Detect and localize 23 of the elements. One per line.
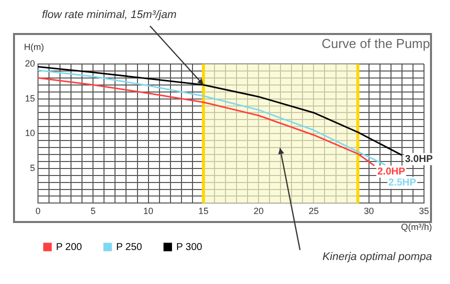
annotation: 2.5HP bbox=[388, 178, 417, 189]
legend-label: P 200 bbox=[56, 242, 82, 253]
chart-title: Curve of the Pump bbox=[322, 36, 430, 51]
x-tick-label: 30 bbox=[364, 206, 374, 216]
text: Kinerja optimal pompa bbox=[322, 251, 432, 263]
x-tick-label: 25 bbox=[308, 206, 319, 216]
y-tick-label: 20 bbox=[24, 58, 36, 68]
y-axis-title: H(m) bbox=[24, 42, 44, 52]
legend-label: P 250 bbox=[116, 242, 143, 253]
legend-label: P 300 bbox=[176, 242, 203, 253]
x-tick-label: 0 bbox=[36, 206, 41, 216]
annotation: flow rate minimal, 15m³/jam bbox=[42, 9, 176, 21]
y-tick-label: 15 bbox=[24, 93, 36, 104]
x-tick-label: 15 bbox=[198, 206, 208, 216]
annotation: 2.0HP bbox=[377, 166, 406, 178]
x-tick-label: 10 bbox=[143, 206, 154, 216]
x-tick-label: 5 bbox=[90, 206, 96, 216]
y-tick-label: 10 bbox=[24, 128, 36, 138]
x-tick-label: 35 bbox=[418, 206, 430, 216]
x-tick-label: 20 bbox=[254, 206, 264, 216]
x-axis-title: Q(m³/h) bbox=[401, 222, 432, 232]
annotation: 3.0HP bbox=[404, 154, 434, 165]
y-tick-label: 5 bbox=[30, 162, 36, 173]
